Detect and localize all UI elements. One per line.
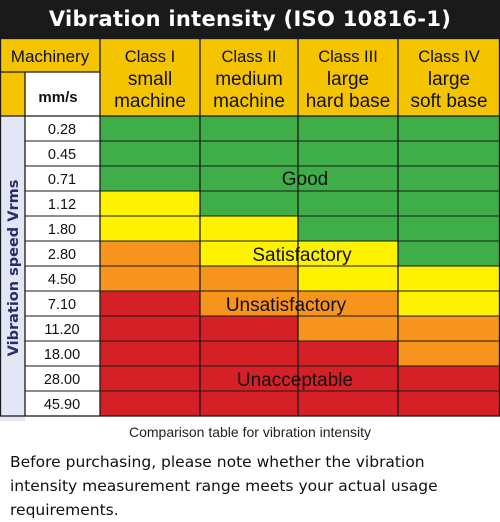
- zone-cell: [200, 166, 298, 191]
- row-value-label: 4.50: [48, 272, 76, 288]
- row-value-label: 2.80: [48, 247, 76, 263]
- zone-cell: [100, 266, 200, 291]
- zone-label: Unacceptable: [237, 370, 353, 391]
- zone-cell: [398, 241, 500, 266]
- row-value-label: 0.71: [48, 172, 76, 188]
- zone-label: Good: [282, 169, 328, 190]
- zone-cell: [200, 266, 298, 291]
- column-class-label: Class IV: [418, 48, 479, 66]
- column-class-label: Class I: [125, 48, 175, 66]
- zone-cell: [200, 216, 298, 241]
- zone-cell: [298, 191, 398, 216]
- column-desc-line1: large: [428, 69, 470, 90]
- column-desc-line2: machine: [213, 91, 285, 112]
- zone-cell: [398, 291, 500, 316]
- zone-cell: [298, 116, 398, 141]
- row-axis-background: [0, 116, 25, 421]
- zone-cell: [398, 366, 500, 391]
- row-axis-label: Vibration speed Vrms: [6, 180, 22, 357]
- zone-cell: [200, 341, 298, 366]
- zone-cell: [100, 191, 200, 216]
- zone-cell: [398, 191, 500, 216]
- row-value-label: 18.00: [44, 347, 80, 363]
- column-desc-line2: hard base: [306, 91, 391, 112]
- units-label: mm/s: [38, 89, 77, 106]
- zone-cell: [200, 391, 298, 416]
- zone-cell: [200, 116, 298, 141]
- zone-cell: [298, 266, 398, 291]
- zone-cell: [100, 166, 200, 191]
- zone-cell: [200, 366, 298, 391]
- zone-cell: [398, 316, 500, 341]
- zone-cell: [398, 266, 500, 291]
- zone-cell: [100, 241, 200, 266]
- column-desc-line1: small: [128, 69, 172, 90]
- column-desc-line1: large: [327, 69, 369, 90]
- zone-cell: [100, 291, 200, 316]
- chart-title: Vibration intensity (ISO 10816-1): [0, 0, 500, 38]
- vibration-table: Machinery mm/s Class IsmallmachineClass …: [0, 38, 500, 421]
- zone-cell: [298, 241, 398, 266]
- zone-label: Satisfactory: [252, 245, 352, 266]
- zone-cell: [398, 141, 500, 166]
- corner-label: Machinery: [11, 47, 90, 66]
- zone-cell: [398, 166, 500, 191]
- column-desc-line1: medium: [215, 69, 283, 90]
- row-value-label: 7.10: [48, 297, 76, 313]
- row-value-label: 11.20: [44, 322, 79, 338]
- zone-cell: [298, 216, 398, 241]
- zone-cell: [398, 116, 500, 141]
- zone-cell: [298, 391, 398, 416]
- zone-cell: [298, 141, 398, 166]
- zone-cell: [298, 341, 398, 366]
- row-value-label: 0.28: [48, 122, 76, 138]
- row-value-label: 1.12: [48, 197, 76, 213]
- zone-cell: [298, 291, 398, 316]
- zone-cell: [200, 316, 298, 341]
- zone-cell: [200, 141, 298, 166]
- zone-cell: [200, 241, 298, 266]
- zone-cell: [298, 166, 398, 191]
- row-value-label: 45.90: [44, 397, 80, 413]
- column-desc-line2: soft base: [410, 91, 487, 112]
- zone-cell: [100, 141, 200, 166]
- zone-cell: [100, 116, 200, 141]
- zone-cell: [398, 216, 500, 241]
- zone-cell: [100, 216, 200, 241]
- row-value-label: 28.00: [44, 372, 80, 388]
- zone-cell: [298, 366, 398, 391]
- purchase-note: Before purchasing, please note whether t…: [10, 453, 438, 519]
- zone-cell: [200, 191, 298, 216]
- chart-caption: Comparison table for vibration intensity: [128, 424, 371, 440]
- row-value-label: 1.80: [48, 222, 76, 238]
- column-class-label: Class III: [318, 48, 378, 66]
- zone-cell: [398, 391, 500, 416]
- column-class-label: Class II: [221, 48, 276, 66]
- zone-cell: [100, 391, 200, 416]
- zone-cell: [100, 316, 200, 341]
- units-background: [25, 72, 100, 116]
- row-value-label: 0.45: [48, 147, 76, 163]
- zone-cell: [100, 341, 200, 366]
- zone-cell: [398, 341, 500, 366]
- column-desc-line2: machine: [114, 91, 186, 112]
- zone-cell: [200, 291, 298, 316]
- zone-label: Unsatisfactory: [226, 295, 347, 316]
- zone-cell: [298, 316, 398, 341]
- zone-cell: [100, 366, 200, 391]
